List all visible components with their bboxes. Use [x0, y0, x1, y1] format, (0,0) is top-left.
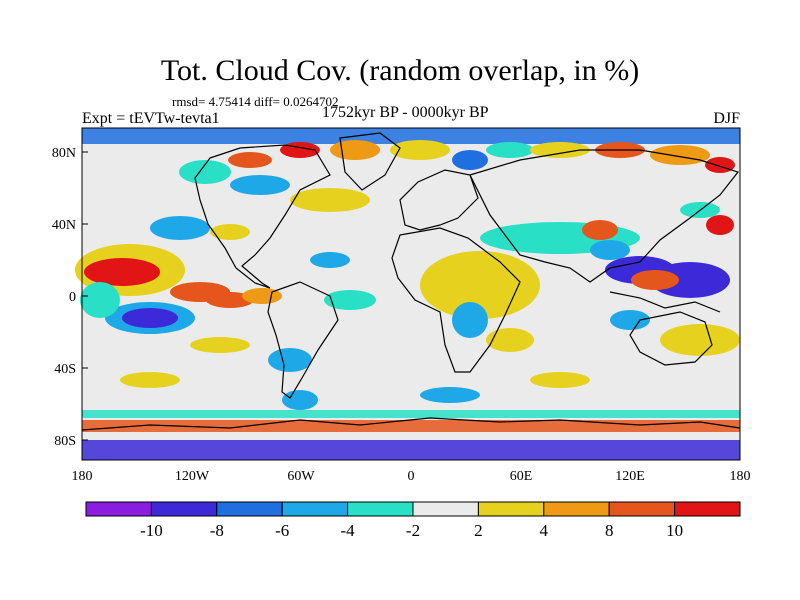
anomaly-patch [80, 282, 120, 318]
colorbar-box [674, 501, 741, 517]
anomaly-patch [650, 145, 710, 165]
anomaly-patch [486, 142, 534, 158]
coast-asia [469, 149, 740, 283]
stats-text: rmsd= 4.75414 diff= 0.0264702 [172, 94, 339, 109]
anomaly-patch [486, 328, 534, 352]
anomaly-band [82, 420, 740, 432]
colorbar-box [543, 501, 610, 517]
experiment-label: Expt = tEVTw-tevta1 [82, 110, 220, 127]
lon-tick-label: 60W [287, 469, 315, 484]
anomaly-patch [610, 310, 650, 330]
lat-tick-label: 40N [52, 218, 76, 233]
anomaly-patch [330, 140, 380, 160]
lon-tick-label: 60E [510, 469, 533, 484]
anomaly-patch [590, 240, 630, 260]
map-title: Tot. Cloud Cov. (random overlap, in %) [160, 54, 640, 87]
anomaly-patch [420, 251, 540, 319]
anomaly-patch [228, 152, 272, 168]
anomaly-patch [310, 252, 350, 268]
lat-tick-label: 0 [69, 290, 76, 305]
anomaly-patch [420, 387, 480, 403]
colorbar-label: -2 [406, 521, 420, 540]
anomaly-band [82, 128, 740, 144]
anomaly-patch [290, 188, 370, 212]
coast-indonesia [609, 291, 721, 313]
anomaly-patch [452, 302, 488, 338]
colorbar-box [216, 501, 283, 517]
lon-tick-label: 0 [408, 469, 415, 484]
lat-tick-label: 80S [54, 434, 76, 449]
anomaly-band [82, 440, 740, 460]
anomaly-patch [650, 262, 730, 298]
lon-axis: 180 120W 60W 0 60E 120E 180 [72, 469, 751, 484]
coast-antarctica [81, 417, 741, 431]
anomaly-patch [122, 308, 178, 328]
anomaly-patch [268, 348, 312, 372]
colorbar-label: 4 [540, 521, 549, 540]
anomaly-patch [230, 175, 290, 195]
lat-tick-label: 40S [54, 362, 76, 377]
colorbar-box [608, 501, 676, 517]
anomaly-patch [282, 390, 318, 410]
colorbar-box [412, 501, 479, 517]
colorbar-label: 8 [605, 521, 614, 540]
colorbar-box [85, 501, 152, 517]
anomaly-patch [210, 224, 250, 240]
anomaly-patch [530, 142, 590, 158]
map-frame [81, 127, 741, 461]
colorbar-label: 10 [666, 521, 683, 540]
colorbar-label: -6 [275, 521, 289, 540]
anomaly-patch [390, 140, 450, 160]
coast-north-america [194, 144, 331, 289]
anomaly-patch [530, 372, 590, 388]
anomaly-patch [324, 290, 376, 310]
colorbar-box [281, 501, 349, 517]
anomaly-patch [582, 220, 618, 240]
lon-tick-label: 180 [730, 469, 751, 484]
colorbar-box [150, 501, 218, 517]
coast-greenland [339, 132, 401, 191]
anomaly-patch [179, 160, 231, 184]
season-label: DJF [713, 110, 740, 127]
period-label: 1752kyr BP - 0000kyr BP [322, 104, 489, 121]
coast-africa [391, 227, 521, 373]
colorbar-label: -10 [140, 521, 163, 540]
coast-europe [399, 169, 479, 231]
anomaly-band [82, 410, 740, 418]
coast-australia [629, 311, 713, 366]
anomaly-patch [706, 215, 734, 235]
colorbar-label: 2 [474, 521, 483, 540]
coastlines [81, 132, 741, 431]
anomaly-patch [150, 216, 210, 240]
anomaly-patch [660, 324, 740, 356]
lon-tick-label: 120W [175, 469, 210, 484]
anomaly-field [75, 128, 740, 460]
lon-tick-label: 120E [615, 469, 645, 484]
anomaly-patch [452, 150, 488, 170]
colorbar-box [477, 501, 545, 517]
anomaly-patch [631, 270, 679, 290]
map-panel [75, 127, 741, 461]
anomaly-patch [190, 337, 250, 353]
anomaly-patch [120, 372, 180, 388]
colorbar: -10 -8 -6 -4 -2 2 4 8 10 [85, 501, 741, 540]
lat-tick-label: 80N [52, 146, 76, 161]
anomaly-patch [84, 258, 160, 286]
anomaly-patch [705, 157, 735, 173]
colorbar-label: -8 [210, 521, 224, 540]
lat-axis: 80N 40N 0 40S 80S [52, 146, 88, 449]
colorbar-label: -4 [341, 521, 356, 540]
coast-south-america [267, 281, 339, 399]
colorbar-box [347, 501, 414, 517]
lon-tick-label: 180 [72, 469, 93, 484]
